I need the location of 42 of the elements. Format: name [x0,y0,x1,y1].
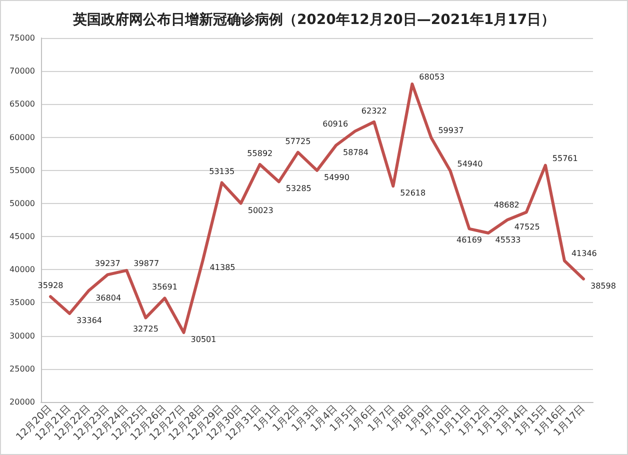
data-label: 46169 [456,235,482,244]
data-label: 60916 [322,120,348,129]
data-label: 54990 [324,172,350,182]
data-label: 30501 [190,335,216,344]
data-label: 38598 [590,281,616,290]
y-tick-label: 45000 [10,232,35,242]
data-label: 62322 [361,106,387,116]
y-tick-label: 55000 [10,166,35,175]
data-label: 53285 [286,184,312,194]
y-tick-label: 75000 [10,34,35,42]
data-label: 57725 [285,136,311,146]
y-tick-label: 30000 [10,331,35,340]
data-label: 35691 [152,282,178,292]
y-tick-label: 20000 [10,398,35,406]
y-tick-label: 70000 [10,66,35,76]
data-label: 47525 [514,222,540,232]
data-label: 35928 [38,281,64,290]
data-label: 45533 [495,236,521,245]
data-label: 68053 [419,72,445,82]
data-label: 33364 [76,316,102,326]
y-tick-label: 60000 [10,132,35,142]
y-tick-label: 35000 [10,298,35,308]
data-label: 52618 [400,188,426,198]
data-label: 39877 [134,258,160,268]
data-label: 53135 [209,167,235,176]
data-label: 48682 [494,200,520,210]
data-label: 41346 [571,249,597,258]
y-tick-label: 65000 [10,100,35,109]
data-label: 36804 [96,293,122,302]
y-tick-label: 50000 [10,198,35,208]
data-label: 59937 [438,126,464,136]
data-label: 50023 [248,206,274,215]
data-label: 41385 [210,262,236,272]
data-label: 32725 [132,324,158,334]
data-label: 55761 [552,154,578,163]
data-label: 39237 [94,259,120,268]
y-tick-label: 25000 [10,364,35,374]
data-label: 54940 [457,159,483,168]
data-label: 58784 [343,148,368,157]
y-tick-label: 40000 [10,265,35,274]
data-label: 55892 [247,148,273,158]
chart-title: 英国政府网公布日增新冠确诊病例（2020年12月20日—2021年1月17日） [72,11,556,28]
